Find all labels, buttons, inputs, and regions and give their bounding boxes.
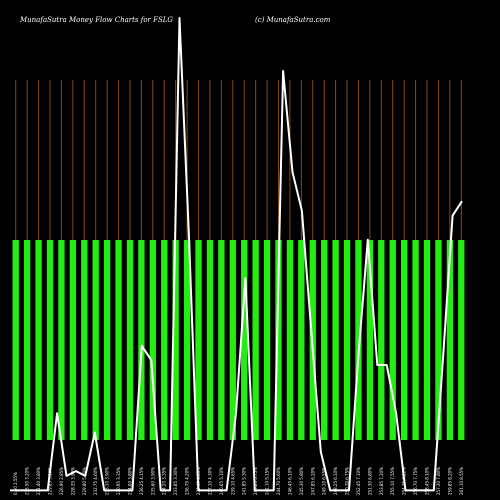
x-tick-label: 255.10 7.55% — [390, 467, 395, 495]
x-tick-label: 233.10 3.90% — [105, 467, 110, 495]
x-tick-label: 230.95 3.35% — [116, 467, 121, 495]
bar — [389, 240, 396, 440]
bar — [172, 240, 179, 440]
x-tick-label: 244.70 5.60% — [276, 467, 281, 495]
x-tick-label: 245.30 5.80% — [299, 467, 304, 495]
x-tick-label: 233.50 3.20% — [25, 467, 30, 495]
x-tick-label: 261.10 8.55% — [459, 467, 464, 495]
x-tick-label: 249.10 6.55% — [322, 467, 327, 495]
bar-series — [12, 240, 465, 440]
x-tick-label: 238.45 4.85% — [196, 467, 201, 495]
x-tick-label: 256.70 7.75% — [413, 467, 418, 495]
x-tick-label: 250.70 6.75% — [345, 467, 350, 495]
x-tick-label: 229.80 5.20% — [82, 467, 87, 495]
x-tick-label: 228.35 3.90% — [70, 467, 75, 495]
bar — [92, 240, 99, 440]
x-tick-label: 258.45 8.10% — [425, 467, 430, 495]
bar — [103, 240, 111, 440]
x-tick-label: 234.00 3.80% — [127, 467, 132, 495]
bar — [35, 240, 42, 440]
x-tick-label: 252.45 7.10% — [356, 467, 361, 495]
bar — [435, 240, 442, 440]
bar — [69, 240, 76, 440]
bar — [343, 240, 351, 440]
x-tick-label: 235.60 3.90% — [150, 467, 155, 495]
bar — [138, 240, 145, 440]
x-tick-label: 247.85 6.20% — [310, 467, 315, 495]
bar — [252, 240, 259, 440]
x-axis-labels: 0.50 2.55% 233.50 3.20% 231.40 3.80% 229.85… — [13, 467, 464, 495]
money-flow-line — [10, 17, 463, 492]
bar — [401, 240, 408, 440]
x-tick-label: 246.45 6.10% — [287, 467, 292, 495]
bar — [241, 240, 248, 440]
bar — [298, 240, 305, 440]
x-tick-label: 229.85 3.10% — [47, 467, 52, 495]
bar — [46, 240, 54, 440]
x-tick-label: 243.25 5.75% — [253, 467, 258, 495]
x-tick-label: 254.25 7.10% — [402, 467, 407, 495]
x-tick-label: 226.90 2.85% — [59, 467, 64, 495]
bar — [423, 240, 431, 440]
x-tick-label: 241.85 5.30% — [242, 467, 247, 495]
bar — [81, 240, 88, 440]
x-tick-label: 251.30 6.80% — [367, 467, 372, 495]
bar — [12, 240, 19, 440]
bar — [149, 240, 156, 440]
bar — [332, 240, 339, 440]
bar — [366, 240, 374, 440]
bar — [229, 240, 236, 440]
x-tick-label: 0.50 2.55% — [13, 472, 18, 495]
bar — [263, 240, 271, 440]
bar — [458, 240, 465, 440]
x-tick-label: 239.10 4.65% — [230, 467, 235, 495]
bar — [378, 240, 385, 440]
bar — [446, 240, 454, 440]
bar — [412, 240, 419, 440]
bar — [23, 240, 31, 440]
x-tick-label: 233.85 3.30% — [173, 467, 178, 495]
x-tick-label: 248.25 6.10% — [333, 467, 338, 495]
bar — [126, 240, 134, 440]
x-tick-label: 242.10 5.15% — [265, 467, 270, 495]
bar — [206, 240, 214, 440]
bar — [115, 240, 122, 440]
bar — [218, 240, 225, 440]
x-tick-label: 237.10 4.30% — [207, 467, 212, 495]
x-tick-label: 236.75 4.20% — [185, 467, 190, 495]
x-tick-label: 232.75 4.60% — [93, 467, 98, 495]
bar — [195, 240, 202, 440]
bar — [58, 240, 65, 440]
bar — [355, 240, 362, 440]
x-tick-label: 259.85 8.20% — [447, 467, 452, 495]
x-tick-label: 240.65 5.10% — [219, 467, 224, 495]
x-tick-label: 253.85 7.20% — [379, 467, 384, 495]
x-tick-label: 257.30 7.80% — [436, 467, 441, 495]
site-credit: (c) MunafaSutra.com — [255, 16, 331, 24]
bar — [275, 240, 282, 440]
bar — [183, 240, 191, 440]
x-tick-label: 231.40 3.80% — [36, 467, 41, 495]
chart-title: MunafaSutra Money Flow Charts for FSLG — [19, 16, 173, 24]
x-tick-label: 236.25 4.15% — [139, 467, 144, 495]
bar — [321, 240, 328, 440]
bar — [286, 240, 294, 440]
bar — [161, 240, 168, 440]
x-tick-label: 234.20 3.35% — [162, 467, 167, 495]
